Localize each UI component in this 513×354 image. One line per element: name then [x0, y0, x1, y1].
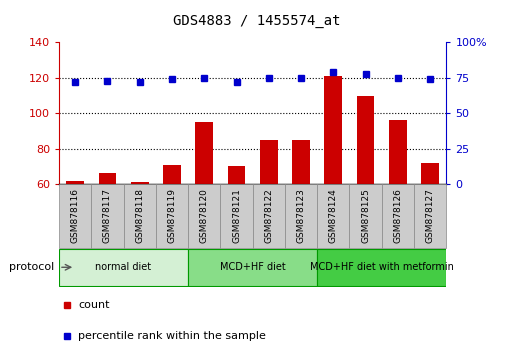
Text: GSM878116: GSM878116	[71, 188, 80, 244]
Bar	[188, 249, 317, 286]
Bar	[163, 165, 181, 184]
Bar	[382, 184, 414, 248]
Bar	[188, 184, 221, 248]
Text: count: count	[78, 299, 110, 310]
Bar	[124, 184, 156, 248]
Bar	[292, 140, 310, 184]
Bar	[221, 184, 252, 248]
Bar	[317, 249, 446, 286]
Text: GSM878122: GSM878122	[264, 189, 273, 243]
Text: GSM878121: GSM878121	[232, 188, 241, 244]
Bar	[156, 184, 188, 248]
Bar	[66, 181, 84, 184]
Text: normal diet: normal diet	[95, 262, 152, 272]
Text: GDS4883 / 1455574_at: GDS4883 / 1455574_at	[173, 14, 340, 28]
Text: MCD+HF diet with metformin: MCD+HF diet with metformin	[310, 262, 453, 272]
Bar	[317, 184, 349, 248]
Bar	[349, 184, 382, 248]
Bar	[260, 140, 278, 184]
Bar	[195, 122, 213, 184]
Bar	[389, 120, 407, 184]
Bar	[324, 76, 342, 184]
Text: GSM878125: GSM878125	[361, 188, 370, 244]
Text: GSM878127: GSM878127	[426, 188, 435, 244]
Bar	[228, 166, 245, 184]
Bar	[98, 173, 116, 184]
Bar	[252, 184, 285, 248]
Text: GSM878119: GSM878119	[167, 188, 176, 244]
Bar	[91, 184, 124, 248]
Bar	[59, 249, 188, 286]
Bar	[285, 184, 317, 248]
Text: GSM878123: GSM878123	[297, 188, 306, 244]
Bar	[357, 96, 374, 184]
Text: GSM878126: GSM878126	[393, 188, 402, 244]
Bar	[414, 184, 446, 248]
Text: percentile rank within the sample: percentile rank within the sample	[78, 331, 266, 342]
Text: MCD+HF diet: MCD+HF diet	[220, 262, 286, 272]
Bar	[59, 184, 91, 248]
Bar	[131, 182, 149, 184]
Text: protocol: protocol	[9, 262, 54, 272]
Bar	[421, 163, 439, 184]
Text: GSM878124: GSM878124	[329, 189, 338, 243]
Text: GSM878118: GSM878118	[135, 188, 144, 244]
Text: GSM878117: GSM878117	[103, 188, 112, 244]
Text: GSM878120: GSM878120	[200, 188, 209, 244]
